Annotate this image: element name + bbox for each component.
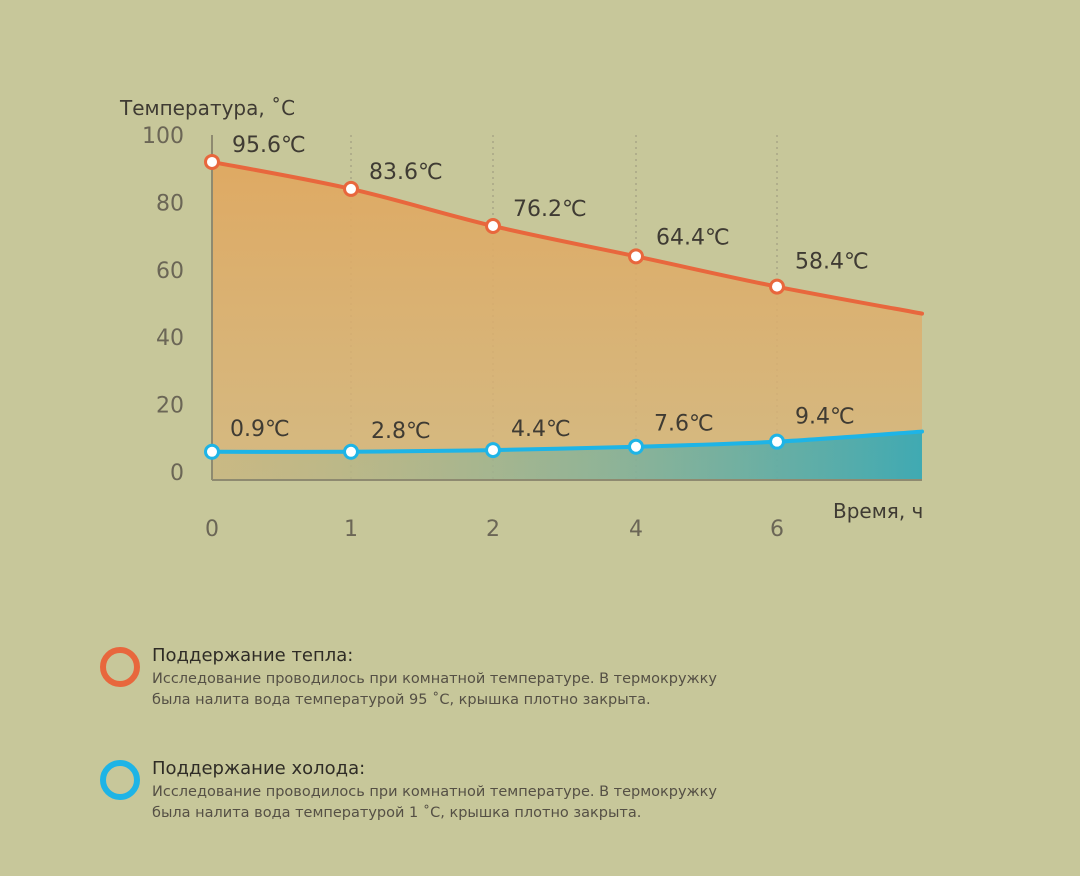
legend-cold-line1: Исследование проводилось при комнатной т… (152, 784, 717, 800)
y-axis-title: Температура, ˚C (119, 96, 295, 120)
y-tick-label: 80 (156, 191, 184, 216)
cold-point (628, 438, 644, 455)
x-tick-label: 0 (205, 517, 219, 542)
legend-warm-line2: была налита вода температурой 95 ˚C, кры… (152, 692, 651, 708)
legend-warm-line1: Исследование проводилось при комнатной т… (152, 671, 717, 687)
warm-point (769, 278, 785, 295)
warm-ring-icon (100, 647, 140, 687)
x-tick-label: 4 (629, 517, 643, 542)
x-tick-label: 6 (770, 517, 784, 542)
legend-cold-line2: была налита вода температурой 1 ˚C, крыш… (152, 805, 642, 821)
cold-point (343, 443, 359, 460)
warm-value-label: 64.4℃ (656, 225, 730, 250)
cold-value-label: 2.8℃ (371, 419, 431, 444)
legend-cold-description: Исследование проводилось при комнатной т… (152, 782, 717, 824)
cold-point (204, 443, 220, 460)
warm-point (628, 248, 644, 265)
warm-point (485, 217, 501, 234)
temperature-chart: Температура, ˚C Время, ч 0 20 40 60 80 100 0 1… (119, 96, 924, 542)
cold-value-label: 7.6℃ (654, 412, 714, 437)
cold-value-label: 0.9℃ (230, 417, 290, 442)
warm-value-label: 76.2℃ (513, 197, 587, 222)
cold-line (210, 429, 924, 454)
cold-value-label: 9.4℃ (795, 405, 855, 430)
warm-value-label: 58.4℃ (795, 250, 869, 275)
x-tick-label: 2 (486, 517, 500, 542)
y-tick-label: 100 (142, 124, 184, 149)
cold-point (485, 442, 501, 459)
warm-area (212, 161, 922, 480)
warm-point (343, 180, 359, 197)
warm-line (210, 159, 924, 316)
legend-cold-title: Поддержание холода: (152, 758, 366, 779)
cold-ring-icon (100, 760, 140, 800)
warm-point (204, 153, 220, 170)
legend-warm-title: Поддержание тепла: (152, 645, 354, 666)
y-tick-label: 40 (156, 326, 184, 351)
y-tick-label: 60 (156, 259, 184, 284)
warm-value-label: 83.6℃ (369, 160, 443, 185)
cold-value-label: 4.4℃ (511, 417, 571, 442)
warm-value-label: 95.6℃ (232, 133, 306, 158)
cold-point (769, 433, 785, 450)
y-tick-label: 20 (156, 394, 184, 419)
legend-warm-description: Исследование проводилось при комнатной т… (152, 669, 717, 711)
x-axis-title: Время, ч (833, 499, 923, 523)
x-tick-label: 1 (344, 517, 358, 542)
y-tick-label: 0 (170, 461, 184, 486)
